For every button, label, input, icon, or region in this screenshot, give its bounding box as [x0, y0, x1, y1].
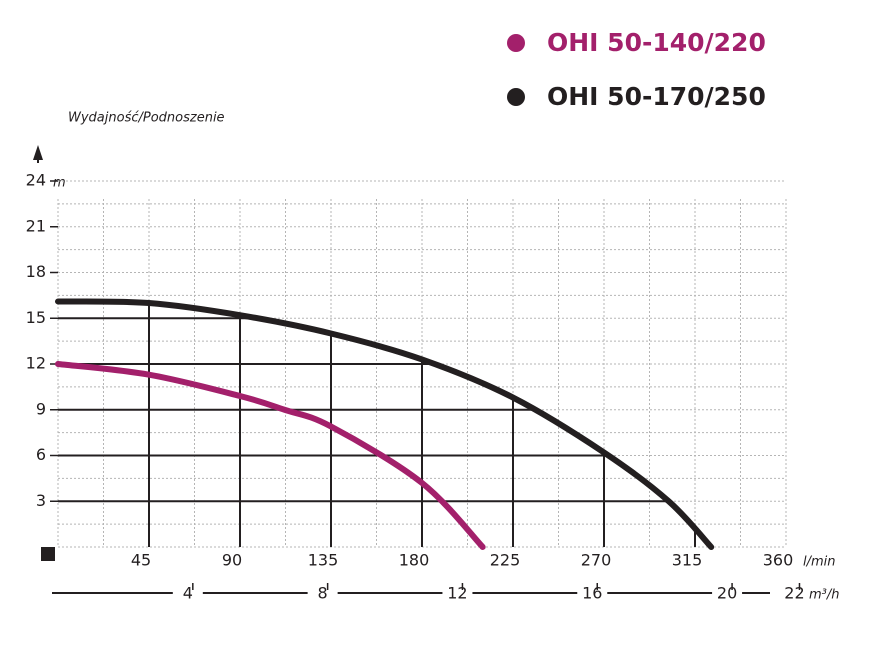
- x-tick-label: 45: [131, 551, 151, 570]
- curve: [55, 298, 715, 550]
- x2-unit: m³/h: [809, 588, 840, 603]
- y-tick-label: 21: [26, 216, 46, 235]
- y-arrow: [33, 145, 43, 160]
- x2-tick-label: 16: [582, 584, 602, 603]
- legend: OHI 50-140/220 OHI 50-170/250: [507, 28, 766, 111]
- y-axis-label: Wydajność/Podnoszenie: [68, 111, 225, 126]
- origin-marker: [41, 547, 55, 561]
- x2-label-bg: [172, 589, 203, 597]
- x-tick-label: 225: [490, 551, 521, 570]
- y-tick-label: 6: [36, 445, 46, 464]
- curve: [55, 361, 486, 550]
- legend-marker: [507, 88, 525, 106]
- y-tick-label: 15: [26, 308, 46, 327]
- x2-tick-label: 8: [318, 584, 328, 603]
- legend-marker: [507, 34, 525, 52]
- x-tick-label: 90: [222, 551, 242, 570]
- x2-label-bg: [779, 589, 810, 597]
- x-unit: l/min: [803, 555, 836, 570]
- x2-tick-label: 4: [183, 584, 193, 603]
- x2-label-bg: [577, 589, 608, 597]
- x2-label-bg: [307, 589, 338, 597]
- x2-label-bg: [442, 589, 473, 597]
- y-tick-label: 12: [26, 354, 46, 373]
- x2-tick-label: 22: [784, 584, 804, 603]
- y-tick-label: 3: [36, 491, 46, 510]
- x2-tick-label: 20: [717, 584, 737, 603]
- y-unit: m: [53, 176, 66, 191]
- x2-label-bg: [712, 589, 743, 597]
- x-tick-label: 180: [399, 551, 430, 570]
- legend-label: OHI 50-170/250: [547, 82, 766, 111]
- x-tick-label: 135: [308, 551, 339, 570]
- y-tick-label: 9: [36, 399, 46, 418]
- legend-label: OHI 50-140/220: [547, 28, 766, 57]
- y-tick-label: 18: [26, 262, 46, 281]
- y-tick-label: 24: [26, 171, 46, 190]
- x-tick-label: 315: [672, 551, 703, 570]
- x2-tick-label: 12: [447, 584, 467, 603]
- x-tick-label: 270: [581, 551, 612, 570]
- x-tick-label: 360: [763, 551, 794, 570]
